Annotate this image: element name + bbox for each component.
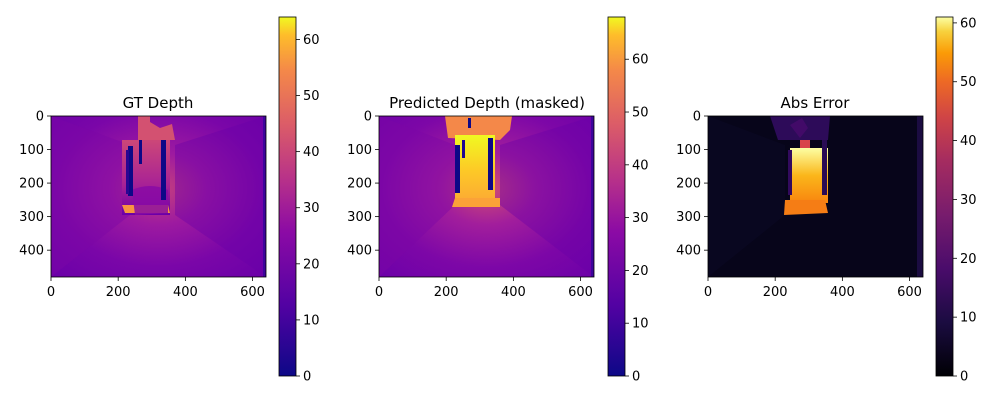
- x-tick-label: 200: [763, 285, 788, 300]
- y-tick-label: 100: [19, 143, 44, 158]
- panel-title: Predicted Depth (masked): [389, 94, 585, 112]
- colorbar: 0 10 20 30 40 50 60: [278, 16, 320, 385]
- axes-frame: [378, 115, 595, 278]
- y-tick-label: 400: [19, 244, 44, 259]
- colorbar-tick-label: 20: [632, 264, 649, 279]
- x-tick-label: 400: [830, 285, 855, 300]
- y-axis: 0 100 200 300 400: [676, 110, 708, 259]
- x-tick-label: 0: [375, 285, 383, 300]
- x-tick-label: 600: [568, 285, 593, 300]
- y-tick-label: 200: [347, 177, 372, 192]
- y-tick-label: 200: [19, 177, 44, 192]
- y-tick-label: 400: [347, 244, 372, 259]
- colorbar-tick-label: 10: [303, 313, 320, 328]
- panel-gt-depth: GT Depth 0 200 400 600 0 100 200 300 400 0 10 20 3…: [19, 16, 320, 385]
- x-tick-label: 200: [434, 285, 459, 300]
- y-tick-label: 0: [36, 110, 44, 125]
- colorbar-tick-label: 60: [960, 16, 977, 31]
- colorbar-tick-label: 30: [632, 211, 649, 226]
- colorbar-tick-label: 40: [632, 158, 649, 173]
- colorbar: 0 10 20 30 40 50 60: [935, 16, 977, 385]
- y-tick-label: 200: [676, 177, 701, 192]
- x-tick-label: 400: [173, 285, 198, 300]
- colorbar-tick-label: 60: [632, 53, 649, 68]
- axes-frame: [50, 115, 267, 278]
- colorbar-tick-label: 50: [303, 89, 320, 104]
- y-tick-label: 300: [19, 210, 44, 225]
- depth-image: [379, 116, 594, 277]
- colorbar-gradient: [607, 16, 626, 377]
- x-tick-label: 600: [240, 285, 265, 300]
- y-tick-label: 300: [347, 210, 372, 225]
- colorbar-tick-label: 30: [303, 201, 320, 216]
- x-tick-label: 0: [704, 285, 712, 300]
- panel-predicted-depth: Predicted Depth (masked) 0 200 400 600 0100…: [347, 16, 649, 385]
- x-tick-label: 0: [47, 285, 55, 300]
- error-image: [708, 116, 923, 277]
- colorbar-gradient: [278, 16, 297, 377]
- x-tick-label: 600: [897, 285, 922, 300]
- colorbar-tick-label: 50: [960, 75, 977, 90]
- colorbar-tick-label: 20: [960, 252, 977, 267]
- y-axis: 0 100 200 300 400: [19, 110, 51, 259]
- x-axis: 0 200 400 600: [47, 277, 265, 300]
- y-tick-label: 100: [676, 143, 701, 158]
- y-tick-label: 100: [347, 143, 372, 158]
- x-tick-label: 400: [501, 285, 526, 300]
- axes-frame: [707, 115, 924, 278]
- y-tick-label: 300: [676, 210, 701, 225]
- colorbar-tick-label: 10: [960, 311, 977, 326]
- x-axis: 0 200 400 600: [704, 277, 922, 300]
- colorbar-tick-label: 60: [303, 33, 320, 48]
- colorbar-tick-label: 10: [632, 317, 649, 332]
- panel-title: GT Depth: [123, 94, 194, 112]
- y-axis: 0 100 200 300 400: [347, 110, 379, 259]
- panel-abs-error: Abs Error 0 200 400 600 0 100 200 300 400 0 10 20…: [676, 16, 976, 384]
- colorbar-tick-label: 50: [632, 106, 649, 121]
- y-tick-label: 400: [676, 244, 701, 259]
- colorbar-tick-label: 20: [303, 257, 320, 272]
- colorbar-gradient: [935, 16, 954, 377]
- colorbar-tick-label: 30: [960, 193, 977, 208]
- colorbar-tick-label: 0: [960, 370, 968, 385]
- colorbar-tick-label: 0: [632, 370, 640, 385]
- colorbar-tick-label: 40: [303, 145, 320, 160]
- x-axis: 0 200 400 600: [375, 277, 593, 300]
- y-tick-label: 0: [364, 110, 372, 125]
- panel-title: Abs Error: [781, 94, 851, 112]
- colorbar-tick-label: 0: [303, 370, 311, 385]
- colorbar: 0 10 20 30 40 50 60: [607, 16, 649, 385]
- depth-image: [51, 116, 266, 277]
- y-tick-label: 0: [693, 110, 701, 125]
- x-tick-label: 200: [106, 285, 131, 300]
- colorbar-tick-label: 40: [960, 134, 977, 149]
